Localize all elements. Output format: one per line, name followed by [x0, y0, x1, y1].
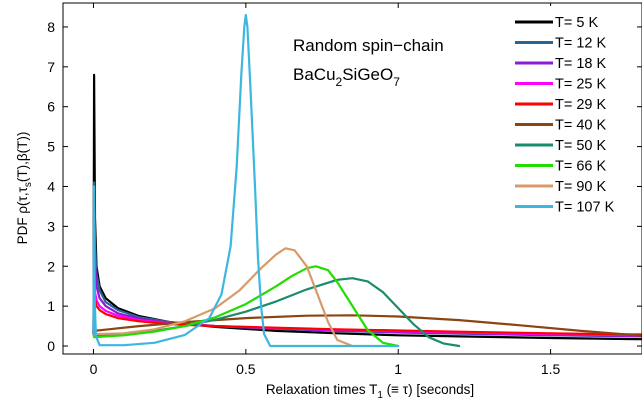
legend-label: T= 40 K [555, 118, 607, 134]
legend-label: T= 107 K [555, 200, 615, 216]
y-tick-label: 6 [47, 99, 55, 115]
series-line-6 [92, 314, 642, 337]
series-line-10 [92, 13, 400, 348]
series-line-9 [92, 247, 354, 348]
legend-label: T= 29 K [555, 97, 607, 113]
x-tick-label: 1 [394, 361, 402, 377]
legend-label: T= 5 K [555, 15, 598, 31]
y-tick-label: 5 [47, 139, 55, 155]
y-tick-label: 2 [47, 258, 55, 274]
annotation-line1: Random spin−chain [293, 36, 444, 55]
series-line-3 [92, 237, 642, 338]
legend-label: T= 18 K [555, 56, 607, 72]
legend-label: T= 50 K [555, 138, 607, 154]
plot-frame [62, 2, 642, 355]
legend: T= 5 K T= 12 K T= 18 K T= 25 K T= 29 K T= 40 … [509, 6, 637, 248]
x-tick-label: 0 [90, 361, 98, 377]
legend-label: T= 25 K [555, 77, 607, 93]
y-tick-label: 1 [47, 298, 55, 314]
x-tick-label: 1.5 [541, 361, 561, 377]
series-line-8 [92, 265, 400, 348]
legend-label: T= 66 K [555, 159, 607, 175]
annotation-line2: BaCu2SiGeO7 [293, 65, 400, 89]
y-tick-label: 3 [47, 218, 55, 234]
legend-label: T= 90 K [555, 179, 607, 195]
x-axis-label: Relaxation times T1 (≡ τ) [seconds] [266, 382, 474, 400]
y-tick-label: 7 [47, 59, 55, 75]
y-tick-label: 0 [47, 338, 55, 354]
legend-label: T= 12 K [555, 36, 607, 52]
ticks-layer: 0 0.5 1 1.5 0 1 2 3 4 5 6 7 8 [47, 3, 642, 377]
y-tick-label: 8 [47, 19, 55, 35]
y-axis-label: PDF ρ(τ,τs(T),β(T)) [15, 132, 34, 245]
x-tick-label: 0.5 [236, 361, 256, 377]
y-tick-label: 4 [47, 178, 55, 194]
series-layer [92, 13, 642, 348]
